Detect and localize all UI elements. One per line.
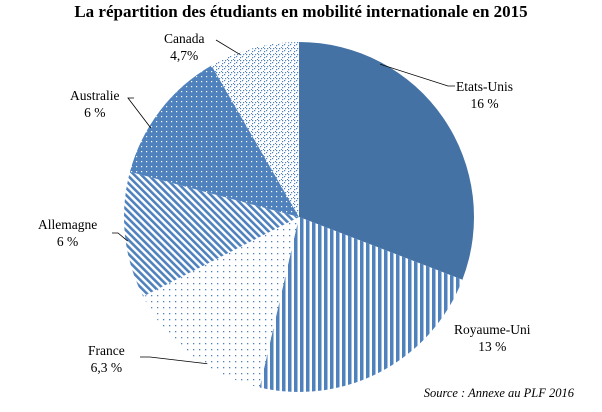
leader-lines bbox=[112, 39, 455, 365]
label-royaume-uni: Royaume-Uni 13 % bbox=[454, 321, 531, 355]
slice-name: Etats-Unis bbox=[456, 79, 513, 94]
pie-slice-etats-unis bbox=[299, 42, 474, 280]
label-france: France 6,3 % bbox=[88, 342, 125, 376]
label-etats-unis: Etats-Unis 16 % bbox=[456, 78, 513, 112]
pie-slice-allemagne bbox=[123, 171, 299, 297]
label-allemagne: Allemagne 6 % bbox=[38, 216, 97, 250]
slice-value: 13 % bbox=[478, 339, 507, 354]
slice-value: 6,3 % bbox=[90, 360, 123, 375]
leader-line-canada bbox=[215, 39, 241, 55]
label-canada: Canada 4,7% bbox=[164, 30, 204, 64]
pie-slice-australie bbox=[129, 65, 299, 217]
pie-slice-france bbox=[143, 217, 299, 388]
slice-name: Canada bbox=[164, 31, 205, 46]
source-note: Source : Annexe au PLF 2016 bbox=[423, 386, 574, 400]
slice-name: Allemagne bbox=[38, 217, 98, 232]
slice-name: France bbox=[88, 343, 125, 358]
leader-line-etats-unis bbox=[380, 63, 455, 87]
pie-slice-canada bbox=[211, 42, 299, 217]
pie-slices bbox=[123, 42, 474, 393]
leader-line-australie bbox=[127, 97, 152, 129]
slice-name: Royaume-Uni bbox=[454, 322, 531, 337]
slice-value: 6 % bbox=[84, 105, 106, 120]
chart-title: La répartition des étudiants en mobilité… bbox=[74, 2, 528, 21]
slice-value: 16 % bbox=[470, 96, 499, 111]
leader-line-france bbox=[140, 356, 208, 365]
leader-line-allemagne bbox=[112, 232, 128, 242]
label-australie: Australie 6 % bbox=[70, 87, 120, 121]
slice-name: Australie bbox=[70, 88, 120, 103]
pie-slice-royaume-uni bbox=[259, 217, 463, 393]
slice-value: 4,7% bbox=[170, 48, 199, 63]
slice-value: 6 % bbox=[56, 234, 79, 249]
